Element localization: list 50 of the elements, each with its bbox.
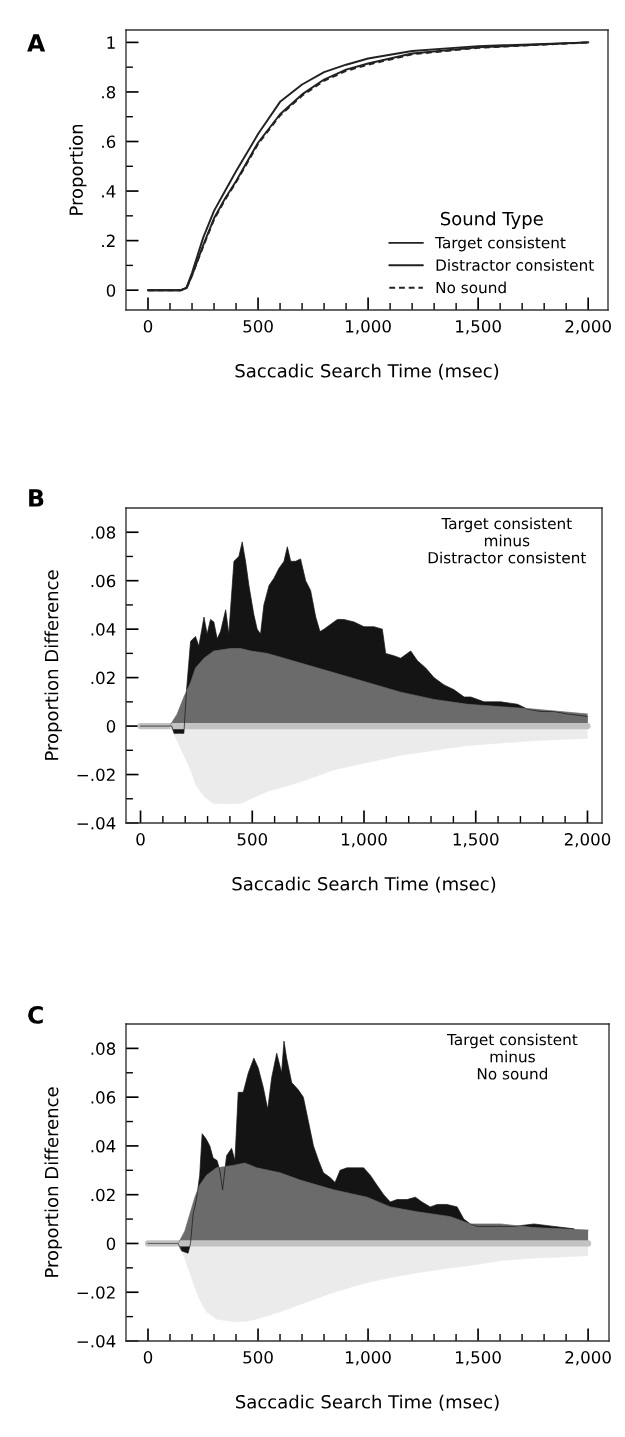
x-tick-label: 500 [243,320,273,333]
y-axis-title: Proportion Difference [44,1087,62,1277]
y-tick-label: .6 [102,135,116,149]
y-tick-label: .8 [102,85,116,99]
y-tick-label: 0 [106,1237,116,1251]
x-tick-label: 1,000 [346,1351,391,1366]
y-tick-label: .2 [102,234,115,247]
legend-label: Target consistent [435,236,566,252]
y-tick-label: .04 [91,623,116,636]
x-tick-label: 2,000 [564,833,611,848]
y-tick-label: .08 [91,526,116,539]
y-tick-label: −.02 [77,768,115,782]
y-tick-label: .04 [91,1139,116,1153]
x-tick-label: 1,000 [341,833,387,848]
x-tick-label: 0 [143,320,153,333]
y-tick-label: .4 [102,185,116,198]
annotation: Target consistent minus No sound [446,1033,578,1080]
y-tick-label: 1 [107,36,115,49]
y-tick-label: .02 [91,671,115,685]
legend-label: Distractor consistent [436,259,594,271]
chart-title: A [27,34,46,52]
y-tick-label: .06 [91,574,116,588]
x-axis-title: Saccadic Search Time (msec) [235,363,499,380]
x-tick-label: 500 [243,1351,273,1364]
legend-label: No sound [436,281,506,294]
x-tick-label: 1,500 [456,320,501,335]
x-tick-label: 1,500 [453,833,499,848]
y-tick-label: .02 [91,1188,115,1202]
x-tick-label: 0 [136,833,145,846]
x-tick-label: 0 [143,1351,153,1364]
y-tick-label: 0 [106,284,116,297]
y-tick-label: −.02 [77,1286,115,1299]
chart-title: C [28,1005,43,1024]
x-tick-label: 1,000 [346,320,391,335]
y-tick-label: −.04 [77,816,116,830]
y-tick-label: .06 [91,1091,116,1104]
x-tick-label: 2,000 [565,1351,611,1366]
x-tick-label: 2,000 [565,320,611,335]
x-tick-label: 1,500 [456,1351,501,1366]
x-axis-title: Saccadic Search Time (msec) [236,1394,499,1411]
chart-title: B [29,489,44,507]
annotation: Target consistent minus Distractor consistent [428,517,586,564]
y-tick-label: 0 [106,720,116,733]
y-axis-title: Proportion Difference [44,570,62,760]
y-tick-label: .08 [91,1042,116,1055]
y-axis-title: Proportion [69,124,87,215]
legend-title: Sound Type [440,211,543,229]
x-axis-title: Saccadic Search Time (msec) [232,876,496,893]
y-tick-label: −.04 [77,1334,116,1348]
x-tick-label: 500 [237,833,268,846]
